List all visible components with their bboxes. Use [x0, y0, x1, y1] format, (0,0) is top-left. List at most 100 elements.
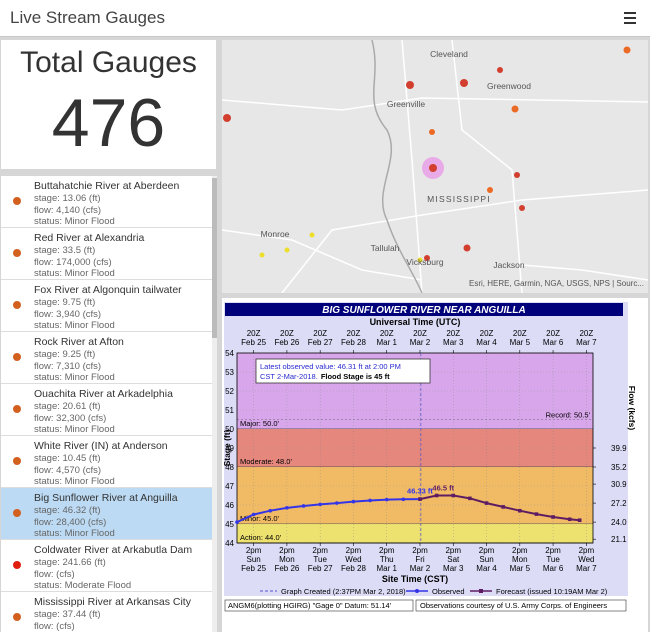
gauge-flow: flow: 3,940 (cfs) — [34, 308, 102, 320]
y-tick-label: 50 — [225, 425, 234, 434]
x-tick-label: 2pm — [512, 546, 528, 555]
legend-swatch — [415, 589, 419, 593]
x-tick-date: Mar 3 — [443, 564, 464, 573]
y-tick-label: 44 — [225, 539, 234, 548]
x-tick-date: Feb 25 — [241, 564, 266, 573]
gauge-name: Red River at Alexandria — [34, 232, 145, 244]
gauge-flow: flow: (cfs) — [34, 568, 75, 580]
point — [468, 496, 472, 501]
app-title: Live Stream Gauges — [10, 8, 165, 27]
point — [285, 506, 289, 510]
flood-label: Moderate: 48.0' — [240, 457, 292, 466]
status-dot — [13, 509, 21, 517]
gauge-name: White River (IN) at Anderson — [34, 440, 168, 452]
x-tick-label: 2pm — [445, 546, 461, 555]
y-axis-title: Stage (ft) — [222, 429, 232, 466]
gauge-item[interactable]: Buttahatchie River at Aberdeen stage: 13.… — [1, 176, 217, 228]
legend-label: Graph Created (2:37PM Mar 2, 2018) — [281, 587, 406, 596]
top-tick-date: Mar 3 — [443, 338, 464, 347]
point — [484, 501, 489, 505]
gauge-item[interactable]: Mississippi River at Arkansas City stage:… — [1, 592, 217, 632]
y2-tick-label: 39.9 — [611, 444, 627, 453]
y2-tick-label: 21.1 — [611, 535, 627, 544]
top-tick-date: Mar 2 — [410, 338, 431, 347]
point — [235, 520, 239, 524]
gauge-item[interactable]: White River (IN) at Anderson stage: 10.45… — [1, 436, 217, 488]
status-dot — [13, 197, 21, 205]
status-dot — [13, 457, 21, 465]
city-label: Vicksburg — [406, 257, 443, 267]
state-label: MISSISSIPPI — [427, 194, 491, 204]
gauge-item[interactable]: Big Sunflower River at Anguilla stage: 46… — [1, 488, 217, 540]
y-tick-label: 46 — [225, 501, 234, 510]
x-tick-day: Sun — [479, 555, 493, 564]
top-tick-label: 20Z — [247, 329, 261, 338]
chart-title: BIG SUNFLOWER RIVER NEAR ANGUILLA — [322, 305, 526, 316]
scrollbar[interactable] — [212, 176, 217, 632]
gauge-flow: flow: 7,310 (cfs) — [34, 360, 102, 372]
point — [501, 505, 505, 509]
gauge-stage: stage: 9.25 (ft) — [34, 349, 96, 360]
top-tick-label: 20Z — [579, 329, 593, 338]
gauge-item[interactable]: Red River at Alexandria stage: 33.5 (ft) f… — [1, 228, 217, 280]
record-label: Record: 50.5' — [546, 411, 591, 420]
x-tick-day: Fri — [415, 555, 425, 564]
x-tick-label: 2pm — [379, 546, 395, 555]
x-axis-title: Site Time (CST) — [382, 574, 448, 584]
hydrograph: BIG SUNFLOWER RIVER NEAR ANGUILLAUnivers… — [222, 302, 637, 612]
top-tick-date: Feb 27 — [308, 338, 333, 347]
x-tick-day: Wed — [578, 555, 594, 564]
summary-label: Total Gauges — [20, 46, 197, 79]
status-dot — [13, 249, 21, 257]
footer-right: Observations courtesy of U.S. Army Corps… — [420, 601, 607, 610]
top-tick-label: 20Z — [446, 329, 460, 338]
gauge-status: status: Minor Flood — [34, 216, 115, 227]
top-tick-label: 20Z — [513, 329, 527, 338]
point — [551, 515, 555, 519]
map[interactable]: Cleveland Greenwood Greenville MISSISSIP… — [222, 40, 648, 293]
point — [268, 508, 273, 513]
x-tick-date: Mar 6 — [543, 564, 564, 573]
gauge-status: status: Minor Flood — [34, 268, 115, 279]
top-tick-date: Feb 25 — [241, 338, 266, 347]
x-tick-date: Feb 28 — [341, 564, 366, 573]
gauge-status: status: Minor Flood — [34, 528, 115, 539]
x-tick-label: 2pm — [545, 546, 561, 555]
y2-tick-label: 35.2 — [611, 463, 627, 472]
point — [567, 517, 572, 522]
gauge-list: Buttahatchie River at Aberdeen stage: 13.… — [1, 176, 217, 632]
top-tick-date: Mar 1 — [376, 338, 397, 347]
top-tick-label: 20Z — [380, 329, 394, 338]
series-line — [236, 498, 421, 524]
y2-tick-label: 27.2 — [611, 499, 627, 508]
gauge-item[interactable]: Fox River at Algonquin tailwater stage: 9… — [1, 280, 217, 332]
flood-band — [237, 524, 593, 543]
scroll-thumb[interactable] — [212, 178, 217, 338]
y-tick-label: 48 — [225, 463, 234, 472]
note-line: CST 2-Mar-2018. Flood Stage is 45 ft — [260, 372, 390, 381]
status-dot — [13, 561, 21, 569]
top-tick-label: 20Z — [313, 329, 327, 338]
x-tick-label: 2pm — [246, 546, 262, 555]
y-tick-label: 45 — [225, 520, 234, 529]
y-tick-label: 49 — [225, 444, 234, 453]
status-dot — [13, 613, 21, 621]
x-tick-date: Mar 5 — [510, 564, 531, 573]
plot-frame — [236, 352, 594, 544]
gauge-name: Coldwater River at Arkabutla Dam — [34, 544, 193, 556]
gauge-item[interactable]: Ouachita River at Arkadelphia stage: 20.6… — [1, 384, 217, 436]
x-tick-date: Mar 4 — [476, 564, 497, 573]
point — [301, 504, 306, 508]
point — [451, 493, 456, 498]
gauge-item[interactable]: Rock River at Afton stage: 9.25 (ft) flow:… — [1, 332, 217, 384]
gauge-item[interactable]: Coldwater River at Arkabutla Dam stage: 2… — [1, 540, 217, 592]
note-text: CST 2-Mar-2018. — [260, 372, 318, 381]
y-tick-label: 47 — [225, 482, 234, 491]
y-tick-label: 54 — [225, 349, 234, 358]
x-tick-label: 2pm — [312, 546, 328, 555]
hydrograph-panel: BIG SUNFLOWER RIVER NEAR ANGUILLA Univers… — [222, 298, 648, 632]
gauge-name: Buttahatchie River at Aberdeen — [34, 180, 180, 192]
city-label: Greenville — [387, 99, 426, 109]
y-tick-label: 52 — [225, 387, 234, 396]
flood-label: Major: 50.0' — [240, 419, 280, 428]
